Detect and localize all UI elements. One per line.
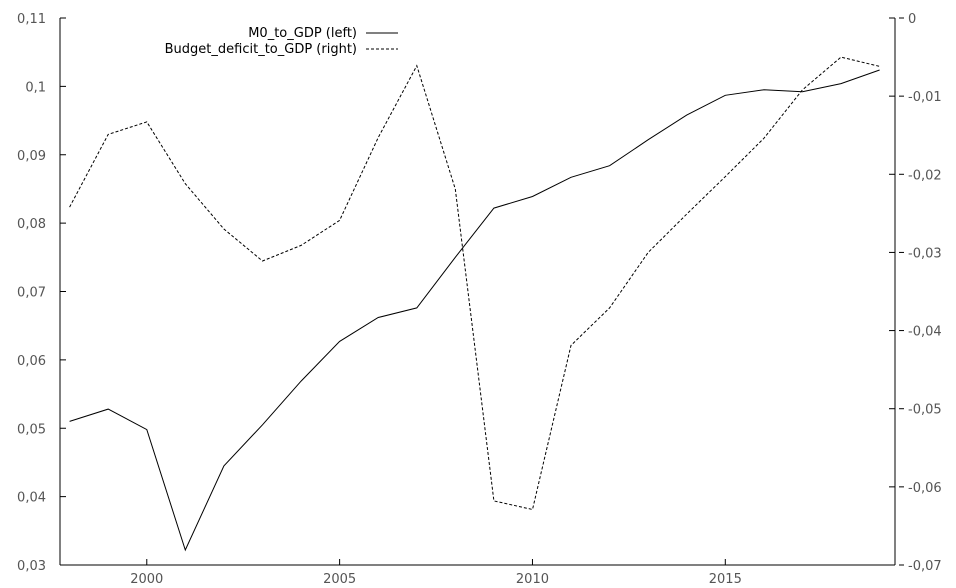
right-y-tick-label: -0,04 — [908, 325, 942, 340]
left-y-tick-label: 0,09 — [17, 149, 46, 164]
legend: M0_to_GDP (left)Budget_deficit_to_GDP (r… — [165, 26, 398, 57]
x-tick-label: 2015 — [709, 572, 742, 587]
right-y-tick-label: -0,03 — [908, 246, 942, 261]
left-y-tick-label: 0,03 — [17, 559, 46, 574]
axes: 0,03 0,04 0,05 0,06 0,07 0,08 0,09 0,1 0,11 -0,07… — [17, 12, 942, 587]
series-lines — [69, 56, 880, 552]
left-y-tick-label: 0,04 — [17, 491, 46, 506]
left-y-tick-label: 0,11 — [17, 12, 46, 27]
x-tick-label: 2005 — [323, 572, 356, 587]
right-y-tick-label: -0,06 — [908, 481, 942, 496]
x-tick-label: 2010 — [516, 572, 549, 587]
legend-label-1: M0_to_GDP (left) — [248, 26, 357, 41]
x-tick-label: 2000 — [130, 572, 163, 587]
series-line-1 — [69, 69, 880, 552]
left-y-tick-label: 0,07 — [17, 286, 46, 301]
legend-label-2: Budget_deficit_to_GDP (right) — [165, 42, 357, 57]
left-y-tick-label: 0,06 — [17, 354, 46, 369]
right-y-tick-label: -0,02 — [908, 168, 942, 183]
left-y-tick-label: 0,08 — [17, 217, 46, 232]
right-y-tick-label: -0,07 — [908, 559, 942, 574]
right-y-tick-label: -0,01 — [908, 90, 942, 105]
right-y-tick-label: -0,05 — [908, 403, 942, 418]
right-y-tick-label: 0 — [908, 12, 916, 27]
left-y-tick-label: 0,1 — [25, 80, 46, 95]
left-y-tick-label: 0,05 — [17, 422, 46, 437]
series-line-2 — [69, 56, 880, 511]
